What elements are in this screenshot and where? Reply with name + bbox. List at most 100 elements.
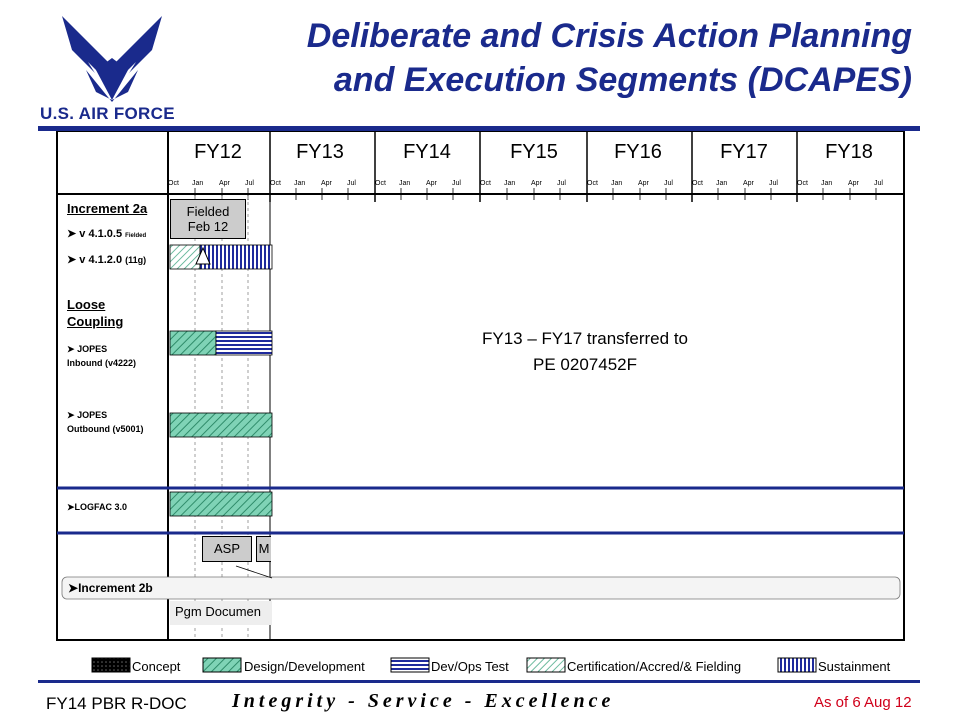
bar-logfac-design [169,491,273,517]
fy-header-fy18: FY18 [825,141,873,163]
month-tick-label: Jul [664,180,673,187]
month-tick-label: Oct [168,180,179,187]
v4120-note: (11g) [125,255,147,265]
row-label-jopes-inbound: ➤ JOPES Inbound (v4222) [67,342,136,370]
legend-sustain: Sustainment [818,659,891,674]
arrow-bullet-icon: ➤ [67,410,75,420]
header-rule [38,126,920,131]
jopes-out-line-2: Outbound (v5001) [67,424,144,434]
month-tick-label: Jul [452,180,461,187]
title-line-2: and Execution Segments (DCAPES) [333,61,912,99]
fy-header-fy14: FY14 [403,141,451,163]
jopes-in-line-1: JOPES [77,344,108,354]
month-tick-label: Jan [716,180,728,187]
row-label-logfac: ➤LOGFAC 3.0 [67,502,127,513]
month-tick-label: Apr [848,180,859,187]
month-tick-label: Oct [797,180,808,187]
row-label-increment-2a: Increment 2a [67,201,148,216]
v4105-text: v 4.1.0.5 [79,228,123,240]
month-tick-label: Jan [504,180,516,187]
arrow-bullet-icon: ➤ [67,344,75,354]
row-label-loose-coupling: Loose Coupling [67,296,123,330]
fy-header-fy16: FY16 [614,141,662,163]
transfer-note-line-1: FY13 – FY17 transferred to [482,329,688,348]
footer-rule [38,680,920,683]
next-milestone-box: M [256,536,271,562]
legend-concept: Concept [132,659,181,674]
asp-box: ASP [202,536,252,562]
legend-devops-swatch [390,657,430,673]
month-tick-label: Jan [399,180,411,187]
pgm-doc-band [170,601,272,625]
fielded-line-2: Feb 12 [187,219,229,234]
month-tick-label: Oct [692,180,703,187]
month-tick-label: Apr [743,180,754,187]
legend-sustain-swatch [777,657,817,673]
loose-line-1: Loose [67,297,106,312]
month-tick-label: Oct [587,180,598,187]
slide-title: Deliberate and Crisis Action Planning an… [152,14,912,102]
month-tick-label: Jul [557,180,566,187]
month-tick-label: Apr [219,180,230,187]
title-line-1: Deliberate and Crisis Action Planning [306,17,912,55]
legend-design-swatch [202,657,242,673]
loose-line-2: Coupling [67,314,124,329]
month-tick-label: Jan [192,180,204,187]
fy-header-fy17: FY17 [720,141,768,163]
legend-cert: Certification/Accred/& Fielding [567,659,742,674]
legend-cert-swatch [526,657,566,673]
fy-header-fy12: FY12 [194,141,242,163]
arrow-bullet-icon: ➤ [67,228,77,240]
fy-header-fy13: FY13 [296,141,344,163]
arrow-bullet-icon: ➤ [67,254,77,266]
row-label-v4120: ➤ v 4.1.2.0 (11g) [67,253,146,266]
logfac-text: LOGFAC 3.0 [74,502,128,512]
month-tick-label: Apr [321,180,332,187]
arrow-bullet-icon: ➤ [67,502,75,512]
increment-2b-band [61,576,901,600]
month-tick-label: Oct [480,180,491,187]
row-label-jopes-outbound: ➤ JOPES Outbound (v5001) [67,408,144,436]
month-tick-label: Jul [874,180,883,187]
bar-v4120-cert [169,244,201,270]
fielded-line-1: Fielded [186,204,230,219]
logo-text: U.S. AIR FORCE [40,104,175,123]
jopes-in-line-2: Inbound (v4222) [67,358,137,368]
month-tick-label: Oct [270,180,281,187]
month-tick-label: Apr [531,180,542,187]
legend-devops: Dev/Ops Test [431,659,509,674]
legend-concept-swatch [91,657,131,673]
row-label-increment-2b: ➤Increment 2b [68,581,153,595]
fielded-box: Fielded Feb 12 [170,199,246,239]
increment-2b-text: Increment 2b [78,581,153,595]
bar-jopes-in-devops [215,330,273,356]
row-label-v4105: ➤ v 4.1.0.5 Fielded [67,227,146,240]
month-tick-label: Oct [375,180,386,187]
month-tick-label: Jan [821,180,833,187]
footer-motto: Integrity - Service - Excellence [232,690,615,712]
month-tick-label: Apr [638,180,649,187]
fy-header-fy15: FY15 [510,141,558,163]
air-force-logo-icon [62,16,162,102]
footer-doc-id: FY14 PBR R-DOC [46,694,187,713]
v4105-note: Fielded [125,233,147,239]
arrow-bullet-icon: ➤ [68,581,79,595]
transfer-note-line-2: PE 0207452F [533,355,637,374]
bar-jopes-in-design [169,330,217,356]
month-tick-label: Apr [426,180,437,187]
v4120-text: v 4.1.2.0 [79,254,123,266]
month-tick-label: Jul [245,180,254,187]
transfer-note: FY13 – FY17 transferred to PE 0207452F [440,326,730,378]
pgm-documentation-label: Pgm Documen [175,604,261,619]
bar-v4120-sustain [199,244,273,270]
month-tick-label: Jul [347,180,356,187]
milestone-triangle [195,246,211,265]
legend-design: Design/Development [244,659,365,674]
jopes-out-line-1: JOPES [77,410,108,420]
bar-jopes-out-design [169,412,273,438]
month-tick-label: Jan [611,180,623,187]
footer-date: As of 6 Aug 12 [814,694,912,711]
month-tick-label: Jul [769,180,778,187]
month-tick-label: Jan [294,180,306,187]
